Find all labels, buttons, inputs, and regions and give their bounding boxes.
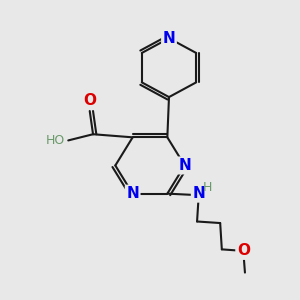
Text: N: N (163, 31, 176, 46)
Text: HO: HO (46, 134, 65, 147)
Text: N: N (192, 186, 205, 201)
Text: O: O (237, 243, 250, 258)
Text: O: O (83, 93, 96, 108)
Text: H: H (202, 181, 212, 194)
Text: N: N (126, 186, 139, 201)
Text: N: N (178, 158, 191, 173)
